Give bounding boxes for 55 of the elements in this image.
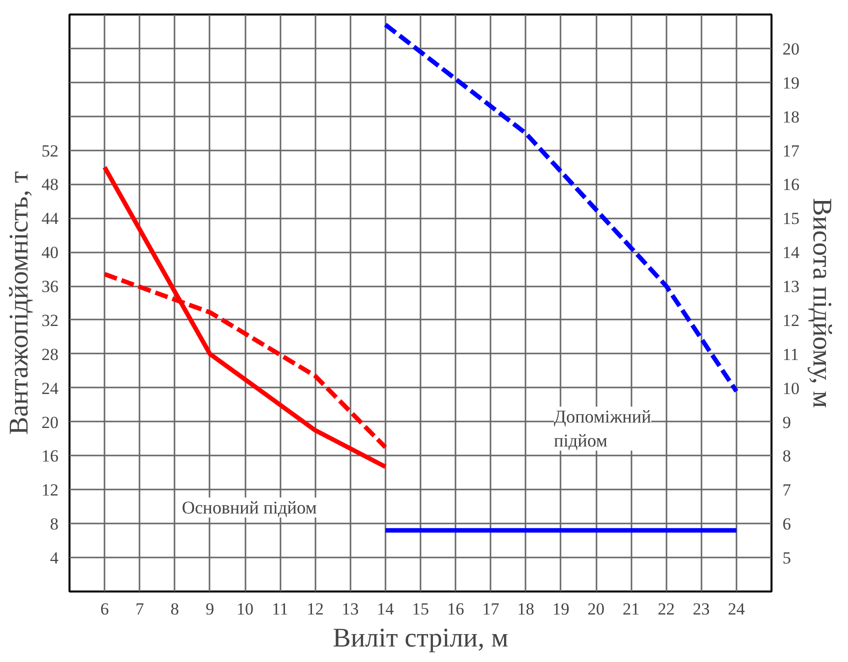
- y-tick-label: 24: [42, 378, 59, 398]
- x-tick-label: 11: [272, 600, 288, 618]
- y2-tick-label: 15: [782, 209, 800, 228]
- y2-axis-title: Висота підйому, м: [808, 198, 838, 408]
- y2-tick-label: 17: [782, 141, 800, 160]
- y2-tick-label: 9: [782, 412, 791, 432]
- y-tick-label: 52: [42, 141, 58, 160]
- y-tick-label: 36: [42, 277, 58, 296]
- x-tick-label: 6: [100, 600, 109, 618]
- y-tick-label: 44: [42, 209, 59, 228]
- y-axis-title: Вантажопідйомність, т: [4, 171, 34, 435]
- y-tick-label: 28: [42, 344, 58, 364]
- x-tick-label: 20: [588, 600, 604, 618]
- y2-tick-label: 19: [782, 73, 800, 92]
- y2-tick-label: 8: [782, 446, 791, 466]
- x-tick-label: 18: [517, 600, 534, 618]
- y2-tick-label: 11: [782, 344, 799, 364]
- x-tick-label: 14: [376, 600, 394, 618]
- y2-tick-label: 13: [782, 277, 800, 296]
- line-series: [383, 22, 739, 394]
- x-tick-label: 17: [482, 600, 500, 618]
- x-tick-label: 21: [622, 600, 640, 618]
- x-tick-label: 9: [206, 600, 214, 618]
- y-tick-label: 16: [42, 446, 58, 466]
- line-series: [102, 164, 388, 470]
- y2-tick-label: 10: [782, 378, 800, 398]
- x-tick-label: 13: [342, 600, 359, 618]
- x-tick-label: 24: [728, 600, 746, 618]
- annotation: Допоміжний підйом: [554, 406, 652, 451]
- y-tick-label: 4: [50, 548, 59, 568]
- y-tick-label: 12: [42, 480, 58, 500]
- x-tick-label: 8: [170, 600, 180, 618]
- y2-tick-label: 18: [782, 107, 800, 126]
- x-tick-label: 19: [552, 600, 570, 618]
- y-tick-label: 40: [42, 243, 58, 262]
- x-tick-label: 7: [135, 600, 144, 618]
- y2-tick-label: 5: [782, 548, 791, 568]
- y2-tick-label: 20: [782, 39, 800, 58]
- y-tick-label: 48: [42, 175, 58, 194]
- x-tick-label: 23: [692, 600, 710, 618]
- y-tick-label: 32: [42, 310, 58, 330]
- y-tick-label: 8: [50, 514, 58, 534]
- x-tick-label: 15: [412, 600, 429, 618]
- x-tick-label: 22: [658, 600, 675, 618]
- x-axis-title: Виліт стріли, м: [332, 622, 508, 652]
- x-tick-label: 12: [306, 600, 324, 618]
- annotation: Основний підйом: [182, 497, 317, 518]
- x-tick-label: 16: [447, 600, 464, 618]
- y2-tick-label: 14: [782, 243, 800, 262]
- y2-tick-label: 6: [782, 514, 791, 534]
- y-tick-label: 20: [42, 412, 58, 432]
- y2-tick-label: 12: [782, 310, 800, 330]
- y2-tick-label: 16: [782, 175, 800, 194]
- y2-tick-label: 7: [782, 480, 792, 500]
- x-tick-label: 10: [236, 600, 254, 618]
